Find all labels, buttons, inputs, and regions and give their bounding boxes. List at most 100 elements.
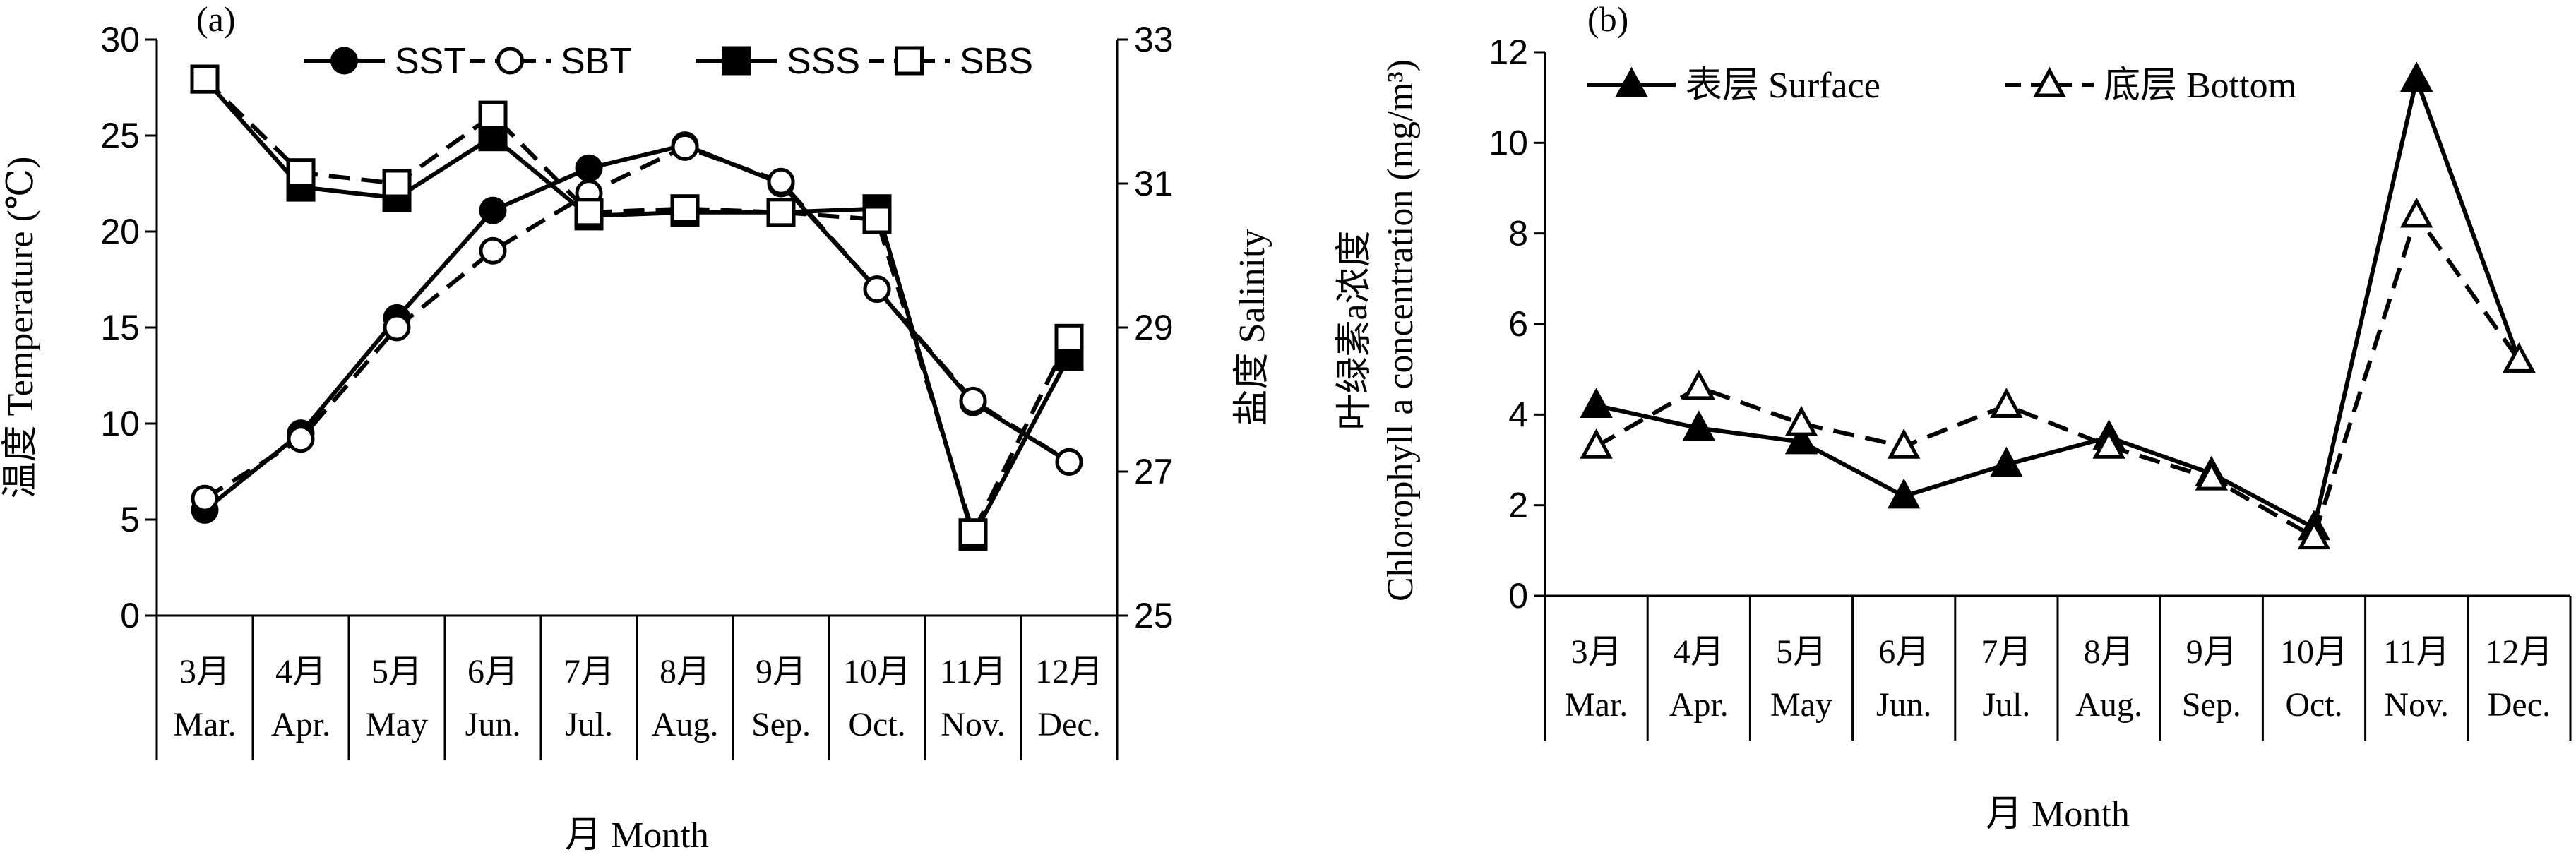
series-line-sst bbox=[203, 143, 1071, 512]
legend-marker bbox=[330, 47, 358, 75]
y-tick-label-left: 4 bbox=[1508, 395, 1528, 434]
panel-b-label: (b) bbox=[1587, 0, 1628, 39]
data-point bbox=[863, 275, 891, 304]
data-point bbox=[2195, 460, 2229, 491]
x-tick-label-en: Nov. bbox=[941, 706, 1006, 743]
series-line-表层-surface bbox=[1595, 77, 2522, 530]
data-point bbox=[671, 133, 699, 161]
data-point bbox=[575, 154, 603, 182]
x-tick-label-zh: 7月 bbox=[564, 653, 614, 690]
legend-marker bbox=[1615, 66, 1648, 97]
x-tick-label-en: Aug. bbox=[652, 706, 719, 743]
y-tick-label-right: 29 bbox=[1134, 308, 1174, 347]
data-point bbox=[190, 64, 220, 94]
x-tick-label-zh: 6月 bbox=[1878, 633, 1929, 671]
y-tick-label-left: 20 bbox=[100, 212, 140, 251]
data-point bbox=[1054, 323, 1084, 353]
x-tick-label-en: Mar. bbox=[173, 706, 236, 743]
series-line-sbs bbox=[203, 77, 1071, 535]
x-tick-label-en: Oct. bbox=[848, 706, 905, 743]
data-point bbox=[383, 313, 411, 342]
y-tick-label-right: 33 bbox=[1134, 20, 1174, 59]
x-tick-label-zh: 5月 bbox=[1776, 633, 1827, 671]
x-tick-label-zh: 3月 bbox=[179, 653, 230, 690]
chart-panel-a: (a) 0 5 10 15 20 25 30 25 27 29 31 33 3月 Mar. 4月 Apr. 5月… bbox=[1, 0, 1272, 856]
data-point bbox=[478, 100, 508, 130]
x-tick-label-en: Dec. bbox=[1037, 706, 1100, 743]
data-point bbox=[1682, 410, 1716, 441]
y-tick-label-left: 2 bbox=[1508, 486, 1528, 525]
y-tick-label-left: 15 bbox=[100, 308, 140, 347]
x-tick-label-en: Jul. bbox=[1982, 686, 2030, 724]
y-tick-label-left: 10 bbox=[1489, 123, 1528, 162]
x-tick-label-zh: 10月 bbox=[2280, 633, 2348, 671]
x-tick-label-en: Aug. bbox=[2075, 686, 2142, 724]
data-point bbox=[1580, 388, 1613, 418]
data-point bbox=[1887, 428, 1921, 459]
data-point bbox=[862, 205, 892, 234]
data-point bbox=[2399, 61, 2433, 92]
y-axis-title-left: 温度 Temperature (℃) bbox=[1, 157, 41, 499]
y-axis-title-line2: Chlorophyll a concentration (mg/m³) bbox=[1381, 59, 1421, 601]
x-tick-label-zh: 11月 bbox=[940, 653, 1006, 690]
y-tick-label-left: 8 bbox=[1508, 214, 1528, 253]
data-point bbox=[286, 158, 316, 188]
data-point bbox=[479, 196, 507, 224]
data-point bbox=[670, 194, 700, 224]
legend-label: SBS bbox=[960, 41, 1033, 82]
x-tick-label-zh: 6月 bbox=[467, 653, 518, 690]
series-line-sss bbox=[203, 78, 1071, 539]
data-point bbox=[1682, 369, 1716, 400]
x-tick-label-zh: 11月 bbox=[2383, 633, 2450, 671]
data-point bbox=[1784, 405, 1818, 436]
y-tick-label-left: 12 bbox=[1489, 32, 1528, 72]
x-tick-label-zh: 8月 bbox=[660, 653, 710, 690]
x-tick-label-zh: 8月 bbox=[2084, 633, 2135, 671]
x-tick-label-zh: 10月 bbox=[843, 653, 911, 690]
legend-label: 底层 Bottom bbox=[2104, 66, 2296, 106]
x-tick-label-zh: 12月 bbox=[1035, 653, 1103, 690]
data-point bbox=[287, 425, 315, 453]
data-point bbox=[574, 198, 604, 227]
x-tick-label-en: Nov. bbox=[2384, 686, 2449, 724]
x-tick-label-en: Sep. bbox=[2182, 686, 2241, 724]
y-tick-label-left: 6 bbox=[1508, 304, 1528, 344]
data-point bbox=[1784, 424, 1818, 455]
legend-marker bbox=[496, 47, 524, 75]
legend-marker bbox=[895, 46, 924, 76]
x-tick-label-zh: 12月 bbox=[2485, 633, 2553, 671]
data-point bbox=[479, 236, 507, 265]
x-axis-title: 月 Month bbox=[1986, 794, 2130, 834]
legend-label: 表层 Surface bbox=[1686, 66, 1880, 106]
data-point bbox=[2503, 342, 2536, 373]
data-point bbox=[766, 198, 796, 227]
data-point bbox=[2297, 519, 2331, 550]
x-tick-label-zh: 5月 bbox=[371, 653, 422, 690]
x-tick-label-en: Apr. bbox=[271, 706, 330, 743]
data-point bbox=[1990, 388, 2023, 418]
series-line-sbt bbox=[203, 145, 1071, 501]
chart-panel-b: (b) 0 2 4 6 8 10 12 3月 Mar. 4月 Apr. 5月 May 6月 Jun. 7月 Ju… bbox=[1335, 0, 2572, 834]
y-tick-label-left: 30 bbox=[100, 20, 140, 59]
x-tick-label-en: Oct. bbox=[2285, 686, 2342, 724]
y-tick-label-left: 5 bbox=[120, 500, 140, 539]
y-axis-title-right: 盐度 Salinity bbox=[1232, 229, 1272, 426]
x-axis-title: 月 Month bbox=[565, 815, 709, 856]
x-tick-label-zh: 9月 bbox=[756, 653, 806, 690]
x-tick-label-en: Jun. bbox=[1876, 686, 1932, 724]
x-tick-label-zh: 7月 bbox=[1981, 633, 2032, 671]
panel-a-label: (a) bbox=[196, 0, 236, 39]
x-tick-label-en: Mar. bbox=[1565, 686, 1628, 724]
legend-label: SSS bbox=[787, 41, 860, 82]
data-point bbox=[767, 167, 795, 196]
series-line-底层-bottom bbox=[1595, 213, 2521, 539]
y-tick-label-left: 25 bbox=[100, 116, 140, 155]
x-tick-label-zh: 9月 bbox=[2186, 633, 2237, 671]
data-point bbox=[191, 484, 219, 513]
data-point bbox=[1055, 448, 1083, 476]
data-point bbox=[959, 386, 987, 414]
y-tick-label-left: 0 bbox=[120, 596, 140, 635]
x-tick-label-zh: 4月 bbox=[275, 653, 326, 690]
y-tick-label-right: 25 bbox=[1134, 596, 1174, 635]
